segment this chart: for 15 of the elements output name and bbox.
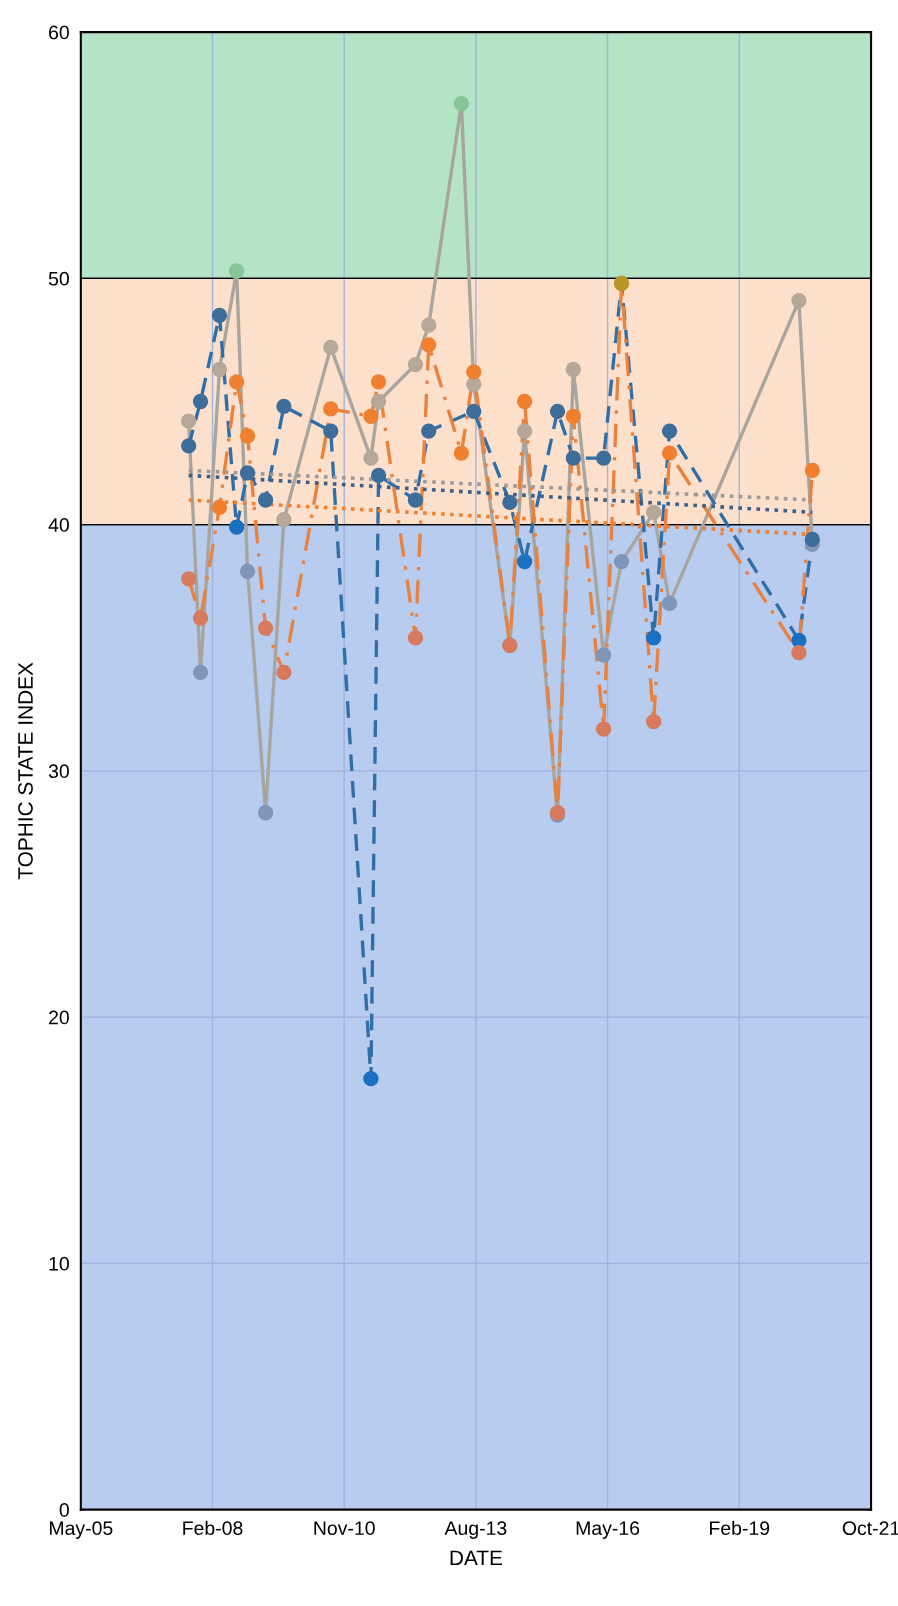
y-tick-label: 60	[49, 25, 69, 40]
x-tick-label: May-05	[50, 1521, 113, 1539]
y-tick-label: 10	[49, 1256, 69, 1271]
y-tick-label: 20	[49, 1010, 69, 1025]
x-tick-label: Feb-08	[183, 1520, 243, 1536]
x-axis-title: DATE	[450, 1550, 503, 1566]
x-tick-label: Nov-10	[314, 1521, 375, 1536]
x-tick-label: Aug-13	[444, 1521, 507, 1539]
y-tick-label: 0	[59, 1503, 69, 1517]
y-tick-label: 30	[48, 764, 69, 779]
y-tick-label: 50	[48, 271, 69, 286]
y-axis-title: TOPHIC STATE INDEX	[18, 662, 33, 880]
x-tick-label: Feb-19	[710, 1520, 770, 1536]
x-tick-label: May-16	[576, 1521, 640, 1539]
y-tick-label: 40	[48, 518, 69, 532]
